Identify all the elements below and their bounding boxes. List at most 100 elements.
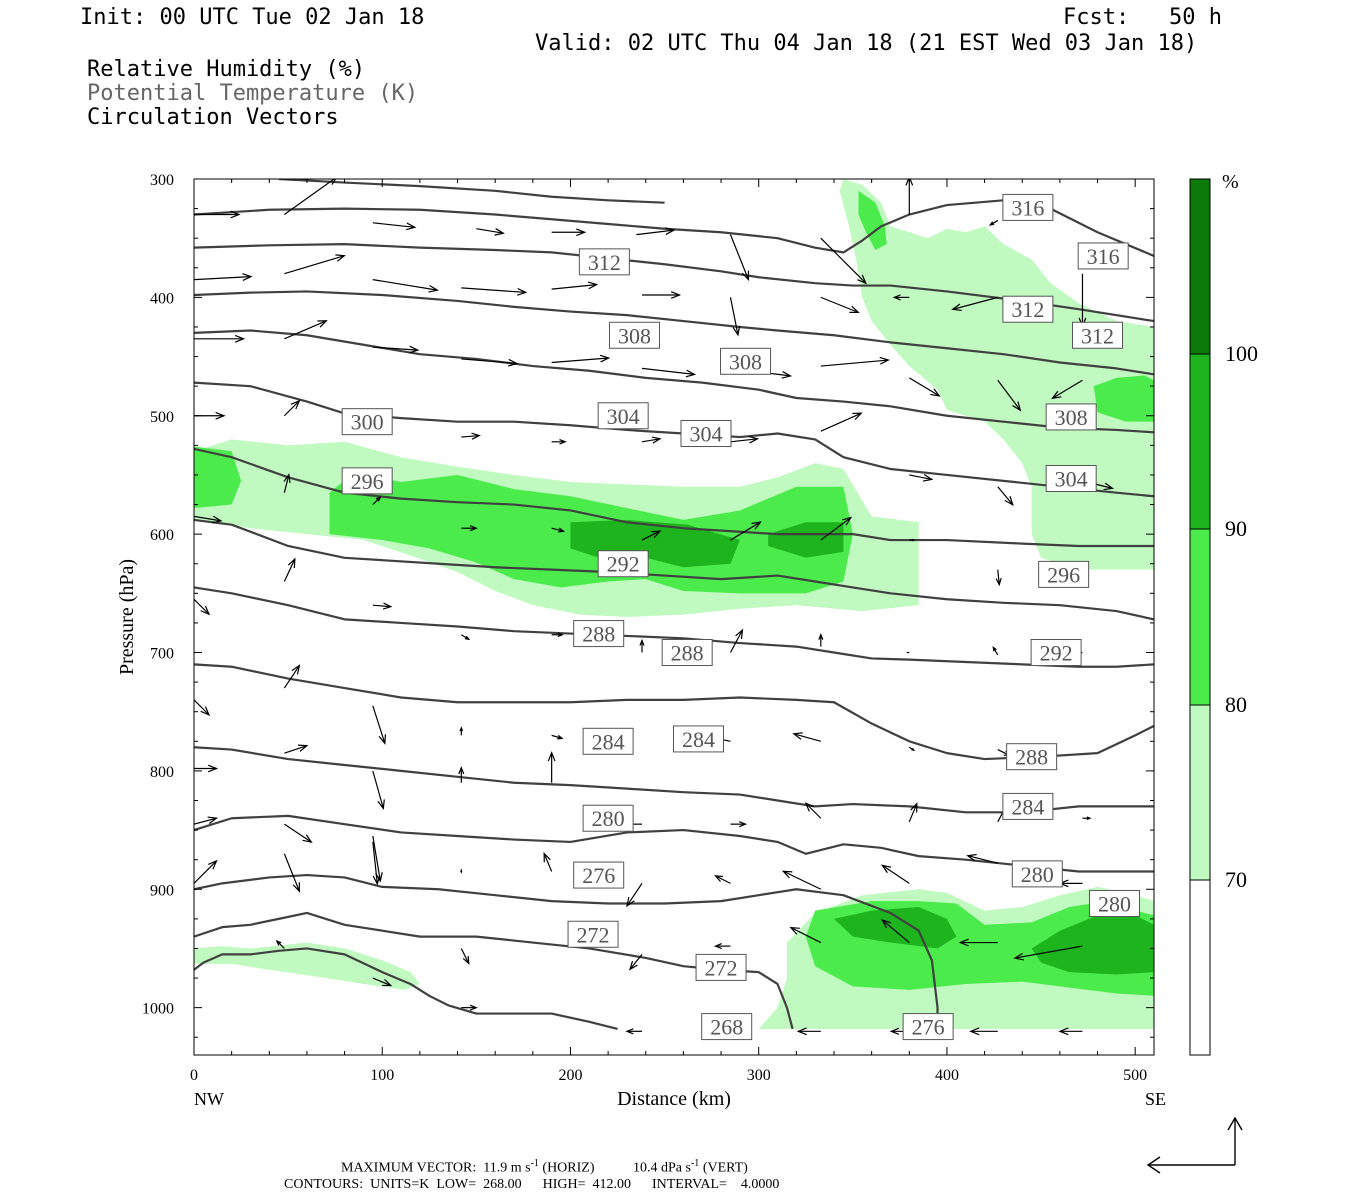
- svg-text:304: 304: [690, 422, 723, 447]
- contour-label-13: 296: [1038, 560, 1090, 588]
- contour-label-5: 308: [608, 321, 660, 349]
- x-end-label-left: NW: [194, 1089, 224, 1109]
- circulation-vector-27: [909, 474, 934, 482]
- circulation-vector-51: [194, 699, 211, 717]
- y-tick-label-5: 800: [150, 764, 174, 781]
- circulation-vector-54: [459, 726, 464, 736]
- circulation-vector-60: [194, 764, 219, 773]
- circulation-vector-1: [284, 179, 337, 216]
- circulation-vector-15: [461, 358, 519, 367]
- circulation-vector-33: [461, 525, 478, 532]
- circulation-vector-7: [284, 254, 346, 275]
- contour-label-17: 288: [661, 639, 713, 667]
- rh-region-90-4: [768, 522, 844, 558]
- plot-frame: [193, 178, 1155, 1056]
- svg-text:316: 316: [1011, 195, 1044, 220]
- circulation-vector-58: [908, 746, 916, 752]
- vert-exponent: -1: [690, 1158, 700, 1169]
- contour-label-19: 284: [582, 727, 634, 755]
- circulation-vector-107: [908, 377, 941, 397]
- svg-text:296: 296: [351, 469, 384, 494]
- circulation-vector-63: [458, 766, 465, 783]
- contour-label-14: 292: [597, 550, 649, 578]
- svg-text:284: 284: [682, 727, 715, 752]
- x-axis-label: Distance (km): [617, 1088, 731, 1110]
- contour-label-4: 312: [1072, 321, 1124, 349]
- rh-region-80-1: [194, 446, 242, 509]
- circulation-vector-48: [906, 651, 910, 654]
- svg-text:308: 308: [1055, 405, 1088, 430]
- svg-text:304: 304: [607, 404, 640, 429]
- circulation-vector-109: [905, 179, 914, 215]
- circulation-vector-23: [551, 438, 567, 445]
- circulation-vector-110: [988, 219, 999, 226]
- x-tick-label-0: 0: [190, 1067, 198, 1084]
- contour-label-16: 288: [573, 620, 625, 648]
- contour-label-24: 280: [1088, 889, 1140, 917]
- circulation-vector-71: [372, 835, 383, 883]
- circulation-vector-6: [194, 273, 253, 281]
- svg-text:288: 288: [671, 641, 704, 666]
- circulation-vector-4: [551, 228, 587, 237]
- svg-text:312: 312: [1011, 297, 1044, 322]
- circulation-vector-100: [729, 234, 750, 282]
- horiz-value: 11.9 m s: [483, 1160, 531, 1176]
- x-end-label-right: SE: [1145, 1089, 1166, 1109]
- circulation-vector-91: [628, 954, 643, 971]
- circulation-vector-32: [372, 495, 382, 505]
- svg-text:292: 292: [607, 552, 640, 577]
- circulation-vector-9: [461, 287, 528, 296]
- contour-label-25: 276: [573, 861, 625, 889]
- y-tick-label-0: 300: [150, 172, 174, 189]
- contour-label-9: 304: [680, 420, 732, 448]
- circulation-vector-35: [641, 530, 662, 541]
- field-theta: Potential Temperature (K): [87, 81, 419, 106]
- circulation-vector-64: [547, 751, 556, 783]
- x-tick-label-2: 200: [558, 1067, 582, 1084]
- circulation-vector-46: [729, 628, 744, 653]
- theta-contour-320: [194, 199, 1154, 257]
- circulation-vector-74: [730, 821, 748, 828]
- colorbar-frame: [1189, 178, 1211, 1056]
- reference-vector-icon: [1146, 1116, 1243, 1174]
- circulation-vector-77: [966, 853, 998, 864]
- circulation-vector-47: [818, 632, 824, 647]
- vert-value: 10.4 dPa s: [633, 1160, 691, 1176]
- circulation-vector-84: [714, 875, 731, 884]
- circulation-vector-53: [372, 705, 387, 745]
- circulation-vector-28: [997, 486, 1014, 507]
- circulation-vector-43: [460, 634, 471, 641]
- x-tick-label-1: 100: [370, 1067, 394, 1084]
- valid-time: Valid: 02 UTC Thu 04 Jan 18 (21 EST Wed …: [535, 31, 1198, 56]
- circulation-vector-39: [995, 569, 1002, 587]
- contour-label-26: 276: [902, 1013, 954, 1041]
- rh-region-90-12: [1031, 915, 1154, 975]
- y-tick-label-4: 700: [150, 646, 174, 663]
- colorbar-segment-0: [1190, 179, 1210, 354]
- circulation-vector-66: [908, 802, 918, 823]
- contour-label-22: 280: [582, 804, 634, 832]
- x-tick-label-4: 400: [935, 1067, 959, 1084]
- circulation-vector-72: [543, 852, 553, 872]
- circulation-vector-99: [1058, 1027, 1083, 1036]
- circulation-vector-10: [551, 281, 599, 290]
- circulation-vector-92: [713, 943, 731, 950]
- contour-label-28: 272: [695, 953, 747, 981]
- colorbar-level-1: 80: [1225, 692, 1247, 717]
- contour-label-2: 312: [578, 248, 630, 276]
- svg-text:308: 308: [618, 323, 651, 348]
- horiz-exponent: -1: [530, 1158, 539, 1169]
- circulation-vector-105: [1051, 379, 1083, 400]
- circulation-vector-81: [372, 841, 381, 886]
- contours-info: CONTOURS: UNITS=K LOW= 268.00 HIGH= 412.…: [284, 1177, 780, 1192]
- circulation-vector-68: [1082, 816, 1092, 821]
- circulation-vector-88: [1013, 945, 1083, 961]
- vert-unit: (VERT): [702, 1160, 748, 1176]
- circulation-vector-40: [194, 598, 211, 616]
- circulation-vector-94: [461, 1004, 478, 1011]
- contour-label-6: 308: [720, 347, 772, 375]
- circulation-vector-17: [641, 367, 697, 378]
- svg-text:284: 284: [592, 729, 625, 754]
- y-tick-label-1: 400: [150, 290, 174, 307]
